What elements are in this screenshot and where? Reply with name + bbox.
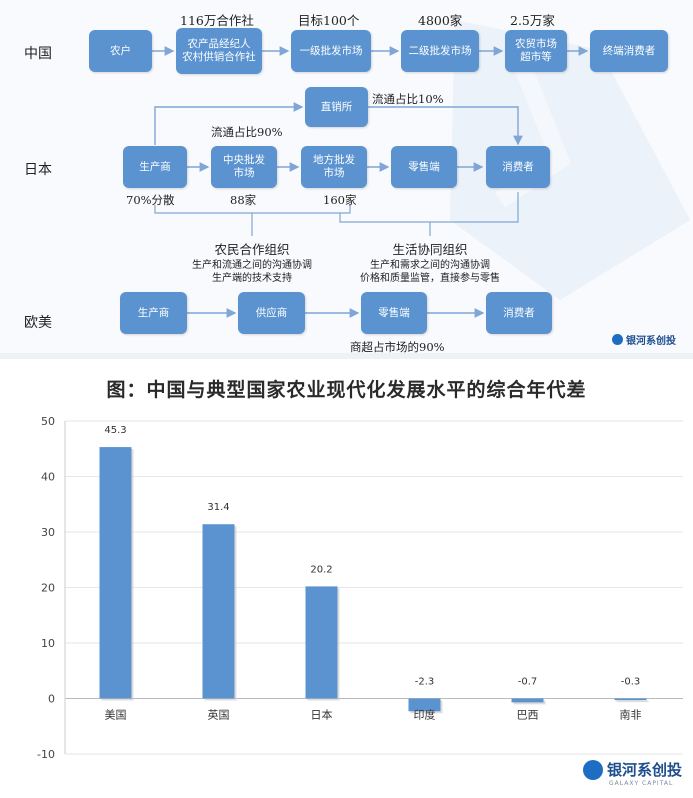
x-tick-label: 英国 — [208, 708, 230, 722]
west-box-retail: 零售端 — [361, 292, 427, 334]
japan-direct-share: 流通占比10% — [372, 92, 444, 106]
y-tick-label: 40 — [41, 471, 55, 484]
bar — [99, 447, 132, 699]
bar — [408, 698, 441, 712]
row-label-japan: 日本 — [24, 162, 52, 178]
x-tick-label: 南非 — [620, 709, 642, 722]
china-count-primary: 目标100个 — [298, 13, 360, 28]
y-tick-label: 20 — [41, 582, 55, 595]
china-box-markets: 农贸市场 超市等 — [505, 30, 567, 72]
x-tick-label: 巴西 — [517, 709, 539, 722]
consumer-coop-line2: 价格和质量监管，直接参与零售 — [360, 273, 500, 284]
west-box-producer: 生产商 — [120, 292, 187, 334]
row-label-west: 欧美 — [24, 315, 52, 331]
x-tick-label: 日本 — [311, 708, 333, 722]
bar — [511, 698, 544, 703]
china-count-secondary: 4800家 — [418, 13, 463, 28]
x-tick-label: 印度 — [414, 708, 436, 722]
logo-subtext: GALAXY CAPITAL — [609, 780, 674, 787]
distribution-diagram: 中国 日本 欧美 农户 农产品经纪人 农村供销合作社 一级批发市场 二级批发市场… — [0, 0, 693, 354]
japan-box-retail: 零售端 — [391, 146, 457, 188]
japan-producer-share: 70%分散 — [126, 193, 175, 207]
bar — [614, 698, 647, 701]
galaxy-capital-logo-top: 银河系创投 — [612, 332, 676, 347]
bar-shadow — [513, 700, 546, 705]
consumer-coop-title: 生活协同组织 — [392, 242, 468, 257]
y-tick-label: 30 — [41, 526, 55, 539]
y-tick-label: -10 — [37, 748, 55, 761]
japan-box-consumer: 消费者 — [486, 146, 550, 188]
bar-shadow — [616, 700, 649, 703]
japan-direct-arrow-in — [154, 102, 304, 145]
farmer-coop-title: 农民合作组织 — [214, 242, 290, 257]
logo-text: 银河系创投 — [626, 336, 676, 347]
west-box-consumer: 消费者 — [486, 292, 552, 334]
china-box-broker: 农产品经纪人 农村供销合作社 — [176, 28, 262, 74]
west-supermarket-share: 商超占市场的90% — [350, 340, 445, 354]
galaxy-capital-logo-bottom: 银河系创投 GALAXY CAPITAL — [583, 759, 682, 787]
farmer-coop-line2: 生产端的技术支持 — [212, 273, 292, 284]
data-label: 31.4 — [207, 502, 229, 513]
bar-chart-panel: 图：中国与典型国家农业现代化发展水平的综合年代差 50 40 30 20 10 0 -10 4… — [0, 359, 693, 798]
china-box-consumer: 终端消费者 — [590, 30, 668, 72]
china-box-secondary-wholesale: 二级批发市场 — [401, 30, 479, 72]
bar — [202, 524, 235, 699]
data-label: 20.2 — [310, 564, 332, 575]
x-tick-label: 美国 — [105, 709, 127, 722]
china-box-farmer: 农户 — [89, 30, 152, 72]
farmer-coop-line1: 生产和流通之间的沟通协调 — [192, 260, 312, 271]
y-tick-label: 10 — [41, 637, 55, 650]
data-label: -0.7 — [518, 677, 538, 688]
japan-central-count: 88家 — [230, 193, 257, 207]
japan-direct-arrow-out — [368, 106, 523, 146]
section-divider — [0, 353, 693, 359]
china-count-coops: 116万合作社 — [180, 13, 254, 28]
y-tick-label: 0 — [48, 693, 55, 706]
japan-wholesale-share: 流通占比90% — [211, 125, 283, 139]
logo-mark-icon — [583, 759, 603, 780]
logo-text: 银河系创投 — [607, 761, 683, 779]
japan-box-central-wholesale: 中央批发 市场 — [211, 146, 277, 188]
china-box-primary-wholesale: 一级批发市场 — [291, 30, 371, 72]
china-count-markets: 2.5万家 — [510, 13, 555, 28]
row-label-china: 中国 — [24, 46, 52, 62]
logo-mark-icon — [612, 334, 623, 345]
japan-box-producer: 生产商 — [123, 146, 187, 188]
data-label: -0.3 — [621, 677, 641, 688]
chart-title: 图：中国与典型国家农业现代化发展水平的综合年代差 — [106, 379, 587, 401]
japan-box-direct-sales: 直销所 — [305, 87, 368, 127]
west-box-supplier: 供应商 — [238, 292, 305, 334]
japan-local-count: 160家 — [323, 193, 357, 207]
bar — [305, 586, 338, 699]
y-tick-label: 50 — [41, 415, 55, 428]
bar-chart: 50 40 30 20 10 0 -10 45.3 美国 31.4 英国 20.2 日本 -2.3 印度 -0… — [37, 415, 683, 761]
data-label: 45.3 — [104, 425, 126, 436]
data-label: -2.3 — [415, 677, 435, 688]
japan-box-local-wholesale: 地方批发 市场 — [301, 146, 367, 188]
watermark-shape — [450, 20, 690, 300]
coop-bracket-right — [339, 192, 519, 223]
consumer-coop-line1: 生产和需求之间的沟通协调 — [370, 260, 490, 271]
